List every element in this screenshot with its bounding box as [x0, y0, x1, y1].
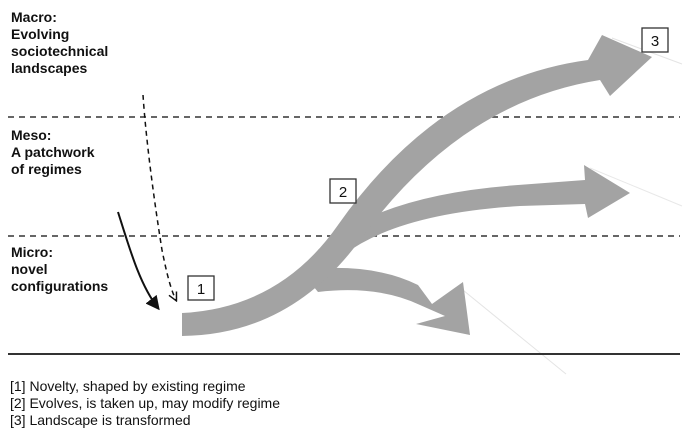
macro-label-line: Evolving	[11, 26, 69, 42]
meso-label-line: Meso:	[11, 127, 51, 143]
box-3-label: 3	[651, 33, 659, 50]
micro-label-line: Micro:	[11, 244, 53, 260]
meso-label-line: of regimes	[11, 161, 82, 177]
macro-label-line: sociotechnical	[11, 43, 108, 59]
macro-label-line: landscapes	[11, 60, 87, 76]
box-3: 3	[641, 27, 669, 53]
box-2: 2	[329, 178, 357, 204]
box-3-frame	[641, 27, 669, 53]
meso-label-line: A patchwork	[11, 144, 95, 160]
lower-branch-arrow	[300, 267, 470, 335]
box-1-label: 1	[197, 281, 205, 298]
micro-label-line: configurations	[11, 278, 108, 294]
legend-item-1: [1] Novelty, shaped by existing regime	[10, 378, 246, 394]
legend-item-2: [2] Evolves, is taken up, may modify reg…	[10, 395, 280, 411]
micro-label-line: novel	[11, 261, 48, 277]
meso-label: Meso: A patchwork of regimes	[11, 127, 98, 177]
micro-label: Micro: novel configurations	[11, 244, 108, 294]
macro-label: Macro: Evolving sociotechnical landscape…	[11, 9, 112, 76]
ghost-line	[589, 167, 683, 207]
middle-branch-arrow	[318, 165, 630, 262]
box-2-frame	[329, 178, 357, 204]
main-trajectory-arrow	[182, 35, 652, 336]
macro-label-line: Macro:	[11, 9, 57, 25]
legend-item-3: [3] Landscape is transformed	[10, 412, 191, 428]
trajectory-arrows	[182, 35, 652, 336]
box-1-frame	[187, 275, 215, 301]
micro-entry-arrow	[117, 211, 160, 311]
box-1: 1	[187, 275, 215, 301]
landscape-pressure-arrow	[142, 94, 176, 300]
legend: [1] Novelty, shaped by existing regime […	[10, 378, 670, 429]
box-2-label: 2	[339, 184, 347, 201]
ghost-line	[457, 285, 567, 375]
